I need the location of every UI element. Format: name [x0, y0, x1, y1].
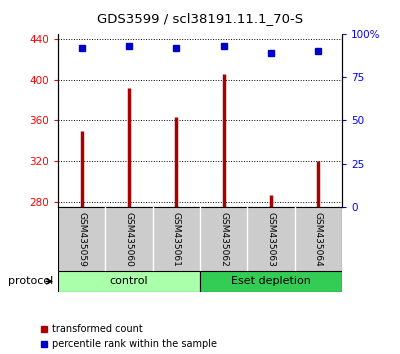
Text: protocol: protocol	[8, 276, 53, 286]
Legend: transformed count, percentile rank within the sample: transformed count, percentile rank withi…	[41, 324, 216, 349]
Text: GSM435062: GSM435062	[219, 212, 228, 267]
Bar	[58, 271, 200, 292]
Text: GSM435059: GSM435059	[77, 212, 86, 267]
Text: GDS3599 / scl38191.11.1_70-S: GDS3599 / scl38191.11.1_70-S	[97, 12, 303, 25]
Text: Eset depletion: Eset depletion	[231, 276, 311, 286]
Text: GSM435060: GSM435060	[124, 212, 134, 267]
Text: GSM435063: GSM435063	[266, 212, 276, 267]
Text: GSM435064: GSM435064	[314, 212, 323, 267]
Bar	[200, 271, 342, 292]
Text: control: control	[110, 276, 148, 286]
Text: GSM435061: GSM435061	[172, 212, 181, 267]
